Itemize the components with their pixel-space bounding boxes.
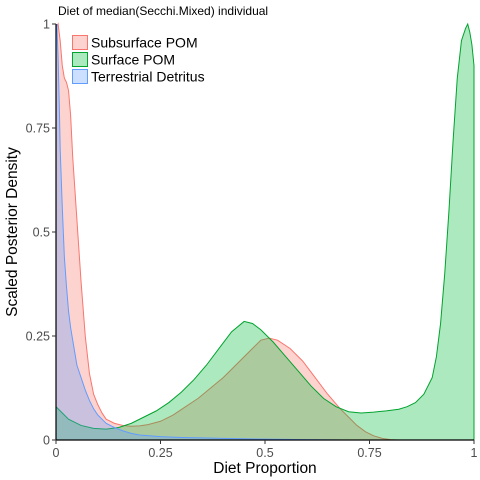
density-areas [55,22,475,441]
y-ticks: 0 0.25 0.5 0.75 1 [26,18,56,448]
x-tick-label: 0.25 [148,446,172,460]
x-tick-label: 0.75 [357,446,381,460]
x-tick-label: 0 [53,446,60,460]
y-tick-label: 0.25 [26,330,50,344]
legend-key-background [72,52,88,67]
legend-key-background [72,35,88,50]
y-tick-label: 0.5 [33,226,50,240]
series-area-terrestrial-detritus [55,23,474,441]
x-tick-label: 0.5 [256,446,273,460]
legend-key-surface-pom [72,52,88,67]
y-tick-label: 0 [43,434,50,448]
legend-key-background [72,69,88,84]
x-axis-label: Diet Proportion [213,460,316,477]
series-area-surface-pom [55,22,475,441]
y-tick-label: 1 [43,18,50,32]
legend-label-terrestrial-detritus: Terrestrial Detritus [91,69,205,85]
x-ticks: 0 0.25 0.5 0.75 1 [53,440,478,460]
chart-title: Diet of median(Secchi.Mixed) individual [58,4,268,18]
legend-label-subsurface-pom: Subsurface POM [91,35,198,51]
legend-label-surface-pom: Surface POM [91,52,175,68]
y-axis-label: Scaled Posterior Density [4,147,21,317]
legend-key-terrestrial-detritus [72,69,88,84]
x-tick-label: 1 [471,446,478,460]
y-tick-label: 0.75 [26,122,50,136]
legend-key-subsurface-pom [72,35,88,50]
series-area-subsurface-pom [55,22,474,441]
